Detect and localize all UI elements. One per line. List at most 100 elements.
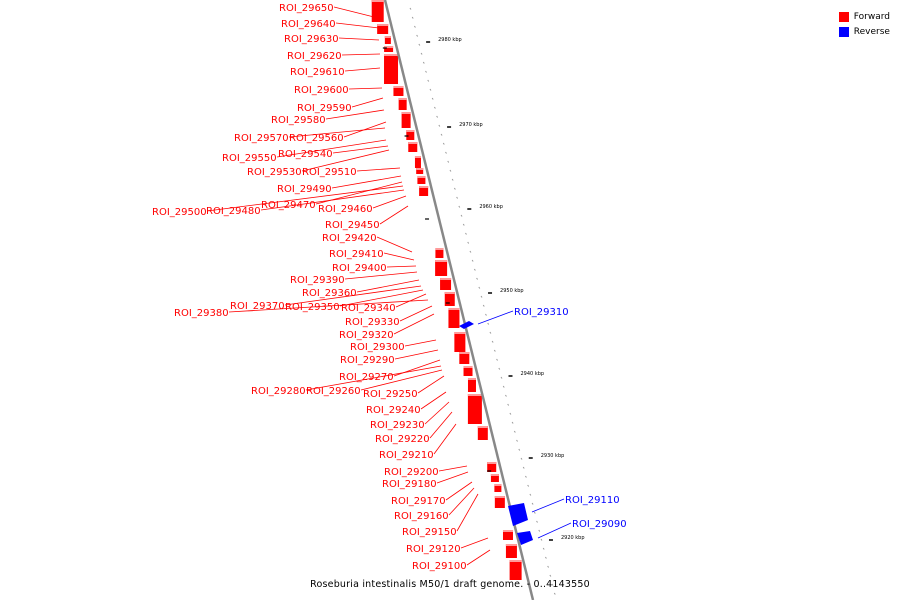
scale-tick-label: 2920 kbp xyxy=(561,535,585,541)
forward-gene-label: ROI_29500 xyxy=(152,207,207,218)
forward-gene-label: ROI_29410 xyxy=(329,249,384,260)
guide-dot xyxy=(467,241,470,244)
label-leader xyxy=(344,271,418,280)
guide-dot xyxy=(411,16,414,19)
forward-gene-label: ROI_29330 xyxy=(345,317,400,328)
reverse-gene-label: ROI_29090 xyxy=(572,519,627,530)
guide-dot xyxy=(456,196,459,199)
guide-dot xyxy=(429,88,432,91)
guide-dot xyxy=(462,223,465,226)
guide-dot xyxy=(458,205,461,208)
guide-dot xyxy=(433,106,436,109)
guide-dot xyxy=(413,25,416,28)
gene-highlight xyxy=(384,54,399,56)
guide-dot xyxy=(471,259,474,262)
label-leader xyxy=(338,37,380,41)
scale-tick-label: 2950 kbp xyxy=(500,288,524,294)
guide-dot xyxy=(525,475,527,478)
guide-dot xyxy=(542,547,545,550)
forward-gene-label: ROI_29380 xyxy=(174,308,229,319)
gene-highlight xyxy=(398,98,407,100)
forward-gene xyxy=(440,278,452,290)
forward-gene-label: ROI_29390 xyxy=(290,275,345,286)
guide-dot xyxy=(507,403,510,406)
guide-dot xyxy=(482,304,485,307)
label-leader xyxy=(383,252,415,261)
forward-gene-label: ROI_29630 xyxy=(284,34,339,45)
label-leader xyxy=(333,6,379,19)
forward-gene-label: ROI_29100 xyxy=(412,561,467,572)
forward-gene-label: ROI_29160 xyxy=(394,511,449,522)
gene-highlight xyxy=(416,168,424,170)
gene-highlight xyxy=(406,130,415,132)
forward-gene xyxy=(416,168,424,174)
gene-highlight xyxy=(509,560,522,562)
gene-highlight xyxy=(440,278,452,280)
label-leader xyxy=(393,359,441,377)
guide-dot xyxy=(487,322,490,325)
forward-gene-label: ROI_29230 xyxy=(370,420,425,431)
forward-gene-label: ROI_29490 xyxy=(277,184,332,195)
guide-dot xyxy=(478,286,481,289)
label-leader xyxy=(466,549,491,566)
forward-gene-label: ROI_29200 xyxy=(384,467,439,478)
guide-dot xyxy=(442,142,445,145)
label-leader xyxy=(301,149,390,172)
guide-dot xyxy=(447,160,450,163)
scale-tick-label: 2930 kbp xyxy=(541,453,565,459)
reverse-gene-label: ROI_29110 xyxy=(565,495,620,506)
forward-gene xyxy=(408,142,418,152)
gene-highlight xyxy=(448,308,460,310)
forward-gene-label: ROI_29210 xyxy=(379,450,434,461)
forward-gene xyxy=(487,462,497,472)
forward-gene-label: ROI_29180 xyxy=(382,479,437,490)
forward-gene-label: ROI_29650 xyxy=(279,3,334,14)
scale-tick-label: 2960 kbp xyxy=(479,204,503,210)
forward-gene-label: ROI_29240 xyxy=(366,405,421,416)
forward-gene-label: ROI_29480 xyxy=(206,206,261,217)
forward-gene-label: ROI_29370 xyxy=(230,301,285,312)
gene-highlight xyxy=(384,36,391,38)
label-leader xyxy=(260,189,405,211)
guide-dot xyxy=(509,412,512,415)
label-leader xyxy=(394,349,439,360)
label-leader xyxy=(477,310,514,325)
label-leader xyxy=(206,185,404,212)
forward-gene xyxy=(401,112,411,128)
forward-gene xyxy=(398,98,407,110)
gene-highlight xyxy=(502,530,513,532)
forward-gene-label: ROI_29320 xyxy=(339,330,394,341)
forward-gene xyxy=(384,36,391,44)
gene-highlight xyxy=(377,24,389,26)
legend-reverse-label: Reverse xyxy=(853,26,890,37)
forward-gene xyxy=(502,530,513,540)
gene-highlight xyxy=(494,484,502,486)
gene-highlight xyxy=(494,496,505,498)
forward-gene xyxy=(467,394,482,424)
guide-dot xyxy=(491,340,494,343)
forward-gene-label: ROI_29400 xyxy=(332,263,387,274)
label-leader xyxy=(325,109,385,120)
legend-forward: Forward xyxy=(838,9,890,24)
gene-highlight xyxy=(467,378,476,380)
guide-dot xyxy=(489,331,492,334)
guide-dot xyxy=(453,187,456,190)
gene-highlight xyxy=(477,426,488,428)
guide-dot xyxy=(520,457,523,460)
forward-gene-label: ROI_29570 xyxy=(234,133,289,144)
forward-gene-label: ROI_29270 xyxy=(339,372,394,383)
forward-gene xyxy=(454,332,466,352)
label-leader xyxy=(356,279,420,293)
guide-dot xyxy=(531,502,534,505)
label-leader xyxy=(276,139,387,158)
label-leader xyxy=(372,195,407,209)
guide-dot xyxy=(549,574,552,577)
forward-gene xyxy=(467,378,476,392)
guide-dot xyxy=(547,565,550,568)
guide-dot xyxy=(427,79,430,82)
forward-gene xyxy=(459,352,470,364)
forward-gene xyxy=(384,54,399,84)
label-leader xyxy=(424,401,450,425)
label-leader xyxy=(433,423,457,455)
gene-highlight xyxy=(463,366,473,368)
